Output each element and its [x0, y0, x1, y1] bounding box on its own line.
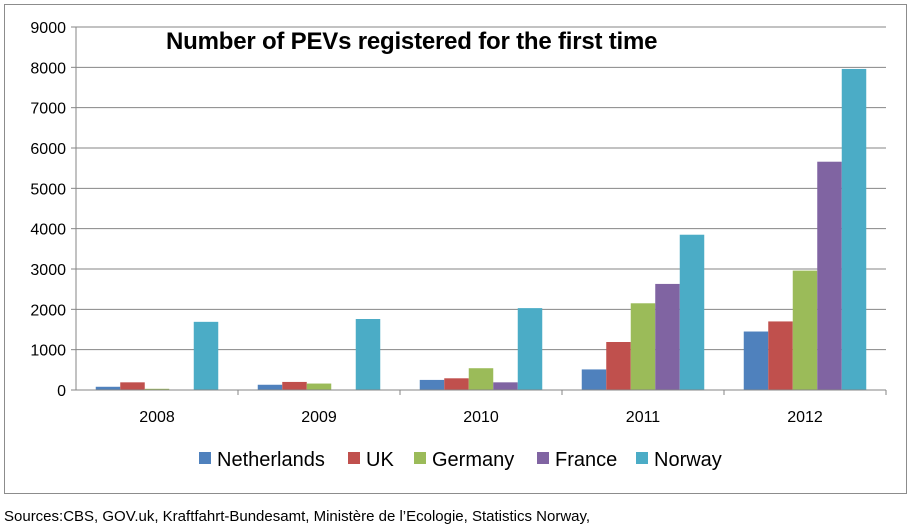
bar-netherlands-2012 — [743, 331, 769, 390]
bar-uk-2009 — [282, 381, 307, 390]
x-tick-label: 2010 — [463, 409, 499, 426]
chart-title: Number of PEVs registered for the first … — [166, 28, 658, 55]
y-tick-label: 5000 — [30, 181, 66, 198]
legend-label-netherlands: Netherlands — [217, 449, 325, 471]
y-tick-label: 4000 — [30, 222, 66, 239]
axes — [71, 26, 887, 395]
legend-label-uk: UK — [366, 449, 394, 471]
y-tick-label: 1000 — [30, 343, 66, 360]
y-tick-label: 3000 — [30, 262, 66, 279]
bar-germany-2009 — [306, 383, 332, 390]
x-tick-label: 2012 — [787, 409, 823, 426]
legend-label-germany: Germany — [432, 449, 514, 471]
y-tick-label: 2000 — [30, 302, 66, 319]
legend: Netherlands UK Germany France Norway — [199, 449, 722, 471]
legend-label-france: France — [555, 449, 617, 471]
bar-germany-2012 — [792, 270, 818, 390]
x-tick-label: 2011 — [626, 409, 661, 426]
bar-norway-2011 — [679, 234, 705, 390]
bar-norway-2008 — [193, 321, 219, 390]
bar-norway-2009 — [355, 319, 381, 390]
y-tick-labels: 0 1000 2000 3000 4000 5000 6000 7000 8000 9000 — [30, 20, 66, 400]
bar-germany-2008 — [144, 388, 170, 390]
sources-note: Sources:CBS, GOV.uk, Kraftfahrt-Bundesam… — [4, 508, 591, 525]
y-tick-label: 8000 — [30, 60, 66, 77]
x-tick-labels: 2008 2009 2010 2011 2012 — [139, 409, 823, 426]
bar-norway-2012 — [841, 68, 867, 391]
bar-germany-2011 — [630, 303, 656, 390]
bar-norway-2010 — [517, 308, 543, 390]
y-tick-label: 7000 — [30, 101, 66, 118]
bar-netherlands-2008 — [95, 386, 121, 390]
bar-france-2010 — [493, 382, 518, 390]
chart-frame — [4, 4, 907, 494]
legend-swatch-netherlands — [199, 452, 211, 464]
legend-swatch-france — [537, 452, 549, 464]
legend-swatch-uk — [348, 452, 360, 464]
y-tick-label: 9000 — [30, 20, 66, 37]
bar-uk-2012 — [768, 321, 793, 390]
bar-france-2011 — [655, 283, 680, 390]
bar-uk-2011 — [606, 342, 631, 390]
bar-netherlands-2010 — [419, 379, 445, 390]
bar-france-2012 — [817, 161, 842, 390]
legend-swatch-norway — [636, 452, 648, 464]
x-tick-label: 2008 — [139, 409, 175, 426]
bars — [95, 68, 867, 391]
bar-netherlands-2011 — [581, 369, 607, 390]
y-tick-label: 6000 — [30, 141, 66, 158]
bar-germany-2010 — [468, 368, 494, 390]
bar-netherlands-2009 — [257, 384, 283, 390]
y-tick-label: 0 — [57, 383, 66, 400]
bar-uk-2008 — [120, 382, 145, 390]
x-tick-label: 2009 — [301, 409, 337, 426]
legend-swatch-germany — [414, 452, 426, 464]
bar-uk-2010 — [444, 378, 469, 390]
legend-label-norway: Norway — [654, 449, 722, 471]
